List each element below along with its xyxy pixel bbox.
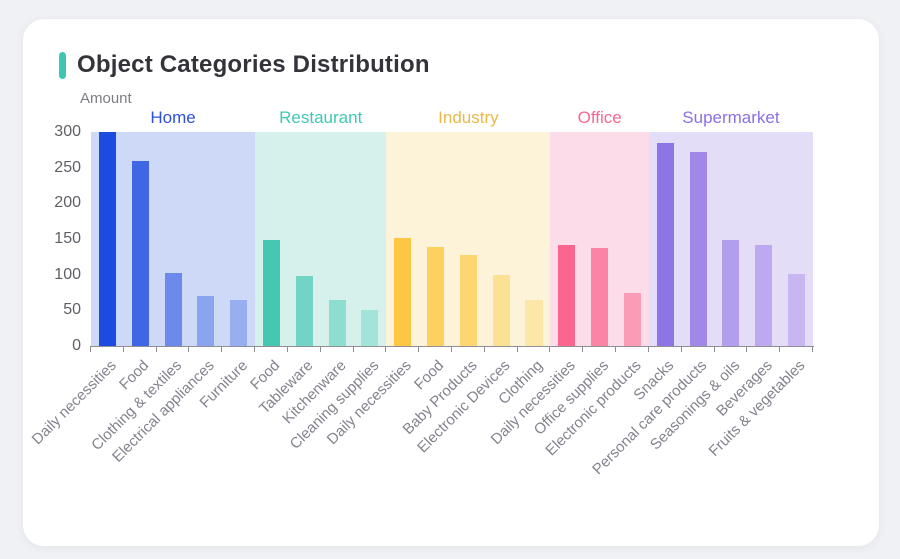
bar-slot-home-furniture: [222, 132, 256, 352]
x-axis-tick: [450, 347, 452, 352]
bar-slot-industry-baby-products: [452, 132, 485, 352]
x-label-slot: Fruits & vegetables: [706, 352, 813, 522]
x-axis-tick: [385, 347, 387, 352]
y-tick-label-0: 0: [72, 337, 81, 354]
bar-restaurant-food[interactable]: [262, 240, 281, 346]
group-label-industry: Industry: [438, 108, 499, 127]
bar-slot-home-electrical-appliances: [189, 132, 223, 352]
x-label-group-restaurant: Food Tableware Kitchenware Cleaning supplie…: [247, 352, 386, 522]
y-tick-label-150: 150: [54, 230, 81, 247]
bar-home-food[interactable]: [131, 161, 149, 346]
x-axis-tick: [779, 347, 781, 352]
bar-supermarket-fruits-vegetables[interactable]: [788, 273, 806, 346]
bar-slot-supermarket-seasonings-oils: [715, 132, 748, 352]
x-axis-tick: [254, 347, 256, 352]
x-axis-tick: [319, 347, 321, 352]
bar-restaurant-kitchenware[interactable]: [328, 299, 346, 346]
bar-slot-industry-food: [419, 132, 452, 352]
x-axis-tick: [122, 347, 124, 352]
bar-slot-office-office-supplies: [583, 132, 617, 352]
bar-office-daily-necessities[interactable]: [558, 244, 576, 346]
bar-slot-office-daily-necessities: [550, 132, 584, 352]
x-axis-tick: [713, 347, 715, 352]
x-axis-tick: [483, 347, 485, 352]
group-label-row: Home Restaurant Industry Office Supermarket: [91, 107, 813, 129]
bar-supermarket-snacks[interactable]: [656, 142, 674, 346]
group-label-office: Office: [577, 108, 622, 127]
x-axis-tick: [155, 347, 157, 352]
x-axis-edge-tick: [90, 347, 91, 352]
x-axis-line: [90, 346, 814, 347]
bar-slot-supermarket-beverages: [747, 132, 781, 352]
bar-industry-daily-necessities[interactable]: [394, 238, 412, 346]
bar-slot-restaurant-tableware: [288, 132, 321, 352]
x-label-group-home: Daily necessities Food Clothing & textiles…: [28, 352, 255, 522]
bar-slot-supermarket-snacks: [649, 132, 682, 352]
x-label-group-supermarket: Snacks Personal care products Seasonings &…: [589, 352, 813, 522]
bar-slot-supermarket-personal-care-products: [682, 132, 715, 352]
x-axis-tick: [516, 347, 518, 352]
bar-home-clothing-textiles[interactable]: [164, 272, 182, 346]
bar-industry-electronic-devices[interactable]: [492, 274, 510, 346]
x-axis-tick: [286, 347, 288, 352]
x-axis-tick: [680, 347, 682, 352]
bar-home-electrical-appliances[interactable]: [197, 296, 215, 346]
group-band-restaurant: [255, 132, 387, 352]
chart-title: Object Categories Distribution: [77, 51, 430, 78]
bar-home-daily-necessities[interactable]: [98, 132, 116, 346]
y-tick-label-250: 250: [54, 158, 81, 176]
bar-industry-baby-products[interactable]: [459, 255, 477, 346]
bar-slot-home-clothing-textiles: [157, 132, 190, 352]
x-axis-tick: [615, 347, 617, 352]
bar-slot-supermarket-fruits-vegetables: [780, 132, 813, 352]
title-accent-bar: [59, 51, 66, 79]
bar-supermarket-beverages[interactable]: [755, 245, 773, 346]
bar-slot-industry-clothing: [518, 132, 551, 352]
bar-restaurant-cleaning-supplies[interactable]: [361, 309, 379, 346]
y-tick-label-200: 200: [54, 194, 81, 212]
group-band-home: [91, 132, 256, 352]
group-label-restaurant: Restaurant: [279, 108, 363, 127]
y-axis: 300 250 200 150 100 50 0: [23, 123, 81, 354]
chart-card: Object Categories Distribution Amount Ho…: [22, 18, 880, 547]
group-band-industry: [386, 132, 551, 352]
x-axis-tick: [188, 347, 190, 352]
x-axis-tick: [811, 347, 813, 352]
bar-supermarket-personal-care-products[interactable]: [689, 151, 707, 346]
x-axis-tick: [647, 347, 649, 352]
bar-slot-industry-electronic-devices: [485, 132, 518, 352]
x-axis-tick: [582, 347, 584, 352]
bar-slot-restaurant-kitchenware: [321, 132, 354, 352]
bar-slot-restaurant-cleaning-supplies: [354, 132, 387, 352]
bar-home-furniture[interactable]: [230, 299, 248, 346]
x-label-group-industry: Daily necessities Food Baby Products Electr…: [324, 352, 550, 522]
y-axis-name: Amount: [80, 90, 132, 107]
group-label-supermarket: Supermarket: [682, 108, 780, 127]
x-axis-tick: [418, 347, 420, 352]
bar-slot-restaurant-food: [255, 132, 288, 352]
bar-supermarket-seasonings-oils[interactable]: [722, 240, 740, 346]
x-axis-tick: [221, 347, 223, 352]
bar-office-electronic-products[interactable]: [623, 292, 642, 346]
bar-slot-office-electronic-products: [616, 132, 649, 352]
bar-slot-home-food: [124, 132, 157, 352]
group-band-supermarket: [648, 132, 813, 352]
x-label-row: Daily necessities Food Clothing & textiles…: [28, 352, 813, 522]
y-tick-label-100: 100: [54, 265, 81, 283]
x-axis-tick: [746, 347, 748, 352]
bar-slot-home-daily-necessities: [91, 132, 124, 352]
y-tick-label-300: 300: [54, 123, 81, 140]
group-band-office: [550, 132, 649, 352]
x-axis-tick: [549, 347, 551, 352]
bar-industry-clothing[interactable]: [525, 300, 543, 346]
x-axis-tick: [352, 347, 354, 352]
title-row: Object Categories Distribution: [59, 51, 430, 79]
bar-slot-industry-daily-necessities: [386, 132, 420, 352]
bar-restaurant-tableware[interactable]: [295, 276, 313, 346]
group-label-home: Home: [150, 108, 196, 127]
bar-industry-food[interactable]: [427, 246, 445, 346]
y-tick-label-50: 50: [63, 301, 81, 319]
bar-office-office-supplies[interactable]: [591, 247, 609, 346]
bar-chart-plot: [91, 132, 813, 352]
